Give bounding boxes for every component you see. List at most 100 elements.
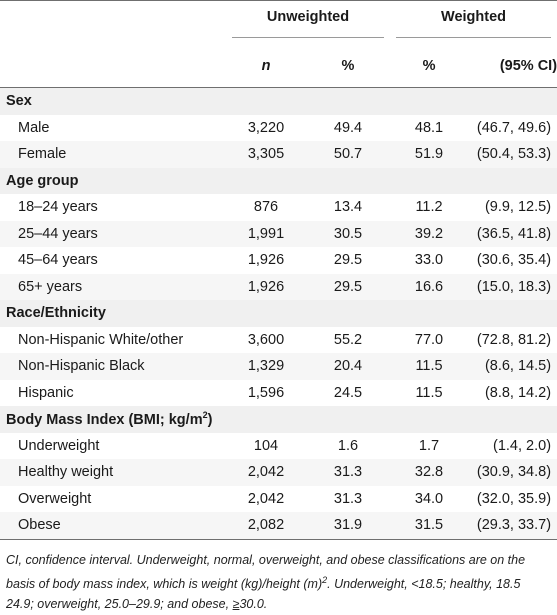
cell-n: 1,991 [226, 220, 306, 247]
cell-ci: (32.0, 35.9) [468, 485, 557, 512]
header-pct-unweighted: % [306, 45, 391, 88]
cell-n: 3,305 [226, 141, 306, 168]
row-label: 18–24 years [0, 194, 226, 221]
cell-n: 2,042 [226, 485, 306, 512]
cell-pct-unweighted: 55.2 [306, 326, 391, 353]
header-weighted: Weighted [390, 0, 557, 45]
footnote-part1: CI, confidence interval. Underweight, no… [6, 552, 526, 591]
cell-n: 3,220 [226, 114, 306, 141]
cell-ci: (29.3, 33.7) [468, 512, 557, 539]
cell-ci: (72.8, 81.2) [468, 326, 557, 353]
section-race-ethnicity: Race/Ethnicity [0, 300, 557, 327]
section-sex: Sex [0, 87, 557, 115]
section-bmi: Body Mass Index (BMI; kg/m2) [0, 406, 557, 433]
row-label: Healthy weight [0, 459, 226, 486]
section-age-group: Age group [0, 167, 557, 194]
cell-pct-unweighted: 50.7 [306, 141, 391, 168]
cell-n: 2,042 [226, 459, 306, 486]
cell-ci: (1.4, 2.0) [468, 432, 557, 459]
row-label: Hispanic [0, 379, 226, 406]
row-label: 45–64 years [0, 247, 226, 274]
cell-pct-unweighted: 29.5 [306, 247, 391, 274]
table-row: Non-Hispanic Black 1,329 20.4 11.5 (8.6,… [0, 353, 557, 380]
cell-ci: (8.6, 14.5) [468, 353, 557, 380]
table-row: Hispanic 1,596 24.5 11.5 (8.8, 14.2) [0, 379, 557, 406]
footnote-part3: 30.0. [239, 596, 268, 611]
section-title: Age group [0, 167, 557, 194]
cell-ci: (15.0, 18.3) [468, 273, 557, 300]
row-label: Overweight [0, 485, 226, 512]
header-ci: (95% CI) [468, 45, 557, 88]
cell-pct-weighted: 33.0 [390, 247, 469, 274]
cell-pct-weighted: 31.5 [390, 512, 469, 539]
table-footnote: CI, confidence interval. Underweight, no… [0, 538, 557, 614]
table-row: Female 3,305 50.7 51.9 (50.4, 53.3) [0, 141, 557, 168]
row-label: Underweight [0, 432, 226, 459]
cell-pct-unweighted: 1.6 [306, 432, 391, 459]
cell-ci: (50.4, 53.3) [468, 141, 557, 168]
table-row: Healthy weight 2,042 31.3 32.8 (30.9, 34… [0, 459, 557, 486]
cell-pct-weighted: 48.1 [390, 114, 469, 141]
row-label: Male [0, 114, 226, 141]
table-row: 65+ years 1,926 29.5 16.6 (15.0, 18.3) [0, 273, 557, 300]
cell-pct-unweighted: 49.4 [306, 114, 391, 141]
cell-ci: (9.9, 12.5) [468, 194, 557, 221]
cell-pct-unweighted: 31.3 [306, 459, 391, 486]
cell-ci: (30.9, 34.8) [468, 459, 557, 486]
row-label: Female [0, 141, 226, 168]
cell-n: 1,596 [226, 379, 306, 406]
cell-n: 104 [226, 432, 306, 459]
table-row: Obese 2,082 31.9 31.5 (29.3, 33.7) [0, 512, 557, 539]
cell-n: 1,926 [226, 247, 306, 274]
cell-pct-weighted: 11.5 [390, 353, 469, 380]
cell-n: 3,600 [226, 326, 306, 353]
section-title: Sex [0, 87, 557, 115]
table-row: Underweight 104 1.6 1.7 (1.4, 2.0) [0, 432, 557, 459]
cell-n: 876 [226, 194, 306, 221]
table-row: 18–24 years 876 13.4 11.2 (9.9, 12.5) [0, 194, 557, 221]
cell-pct-unweighted: 29.5 [306, 273, 391, 300]
cell-ci: (36.5, 41.8) [468, 220, 557, 247]
cell-pct-weighted: 1.7 [390, 432, 469, 459]
cell-ci: (46.7, 49.6) [468, 114, 557, 141]
footnote-superscript: 2 [322, 574, 328, 585]
cell-pct-weighted: 32.8 [390, 459, 469, 486]
table-row: Non-Hispanic White/other 3,600 55.2 77.0… [0, 326, 557, 353]
cell-pct-weighted: 11.2 [390, 194, 469, 221]
header-n: n [226, 45, 306, 88]
section-title: Race/Ethnicity [0, 300, 557, 327]
bmi-title-close: ) [207, 412, 213, 429]
table-row: 45–64 years 1,926 29.5 33.0 (30.6, 35.4) [0, 247, 557, 274]
cell-pct-unweighted: 20.4 [306, 353, 391, 380]
footnote-part2: . Underweight, <18.5; healthy, 18.5 24.9… [6, 576, 521, 611]
row-label: Non-Hispanic Black [0, 353, 226, 380]
cell-pct-unweighted: 30.5 [306, 220, 391, 247]
table-row: 25–44 years 1,991 30.5 39.2 (36.5, 41.8) [0, 220, 557, 247]
cell-pct-weighted: 11.5 [390, 379, 469, 406]
cell-n: 2,082 [226, 512, 306, 539]
header-unweighted: Unweighted [226, 0, 391, 45]
header-empty-cell [0, 0, 226, 45]
bmi-title-superscript: 2 [202, 410, 208, 421]
row-label: Non-Hispanic White/other [0, 326, 226, 353]
cell-pct-weighted: 77.0 [390, 326, 469, 353]
cell-n: 1,926 [226, 273, 306, 300]
cell-pct-unweighted: 24.5 [306, 379, 391, 406]
cell-pct-unweighted: 31.9 [306, 512, 391, 539]
demographics-table: Unweighted Weighted n % % (95% CI) Sex M… [0, 0, 557, 539]
cell-pct-weighted: 39.2 [390, 220, 469, 247]
bmi-title-text: Body Mass Index (BMI; kg/m [6, 412, 203, 429]
cell-pct-weighted: 34.0 [390, 485, 469, 512]
table-row: Overweight 2,042 31.3 34.0 (32.0, 35.9) [0, 485, 557, 512]
table-row: Male 3,220 49.4 48.1 (46.7, 49.6) [0, 114, 557, 141]
cell-ci: (8.8, 14.2) [468, 379, 557, 406]
row-label: Obese [0, 512, 226, 539]
cell-pct-unweighted: 13.4 [306, 194, 391, 221]
header-pct-weighted: % [390, 45, 469, 88]
cell-pct-weighted: 16.6 [390, 273, 469, 300]
header-group-row: Unweighted Weighted [0, 0, 557, 45]
cell-pct-unweighted: 31.3 [306, 485, 391, 512]
cell-pct-weighted: 51.9 [390, 141, 469, 168]
cell-ci: (30.6, 35.4) [468, 247, 557, 274]
